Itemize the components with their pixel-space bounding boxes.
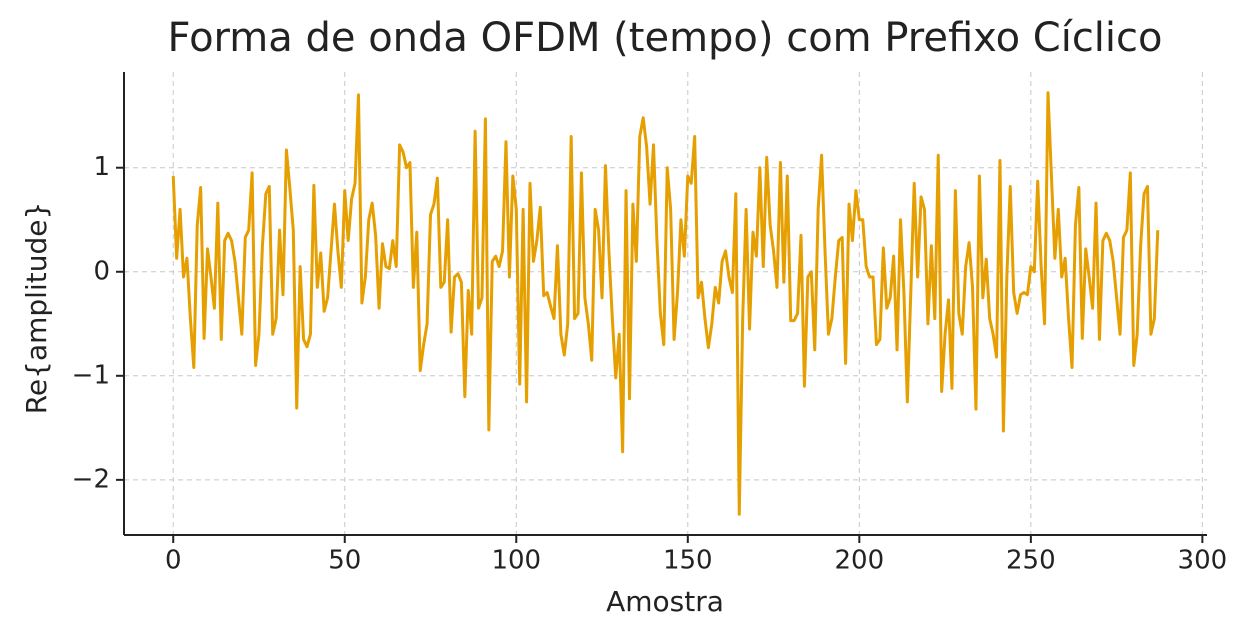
x-tick-label: 300 <box>1178 546 1228 576</box>
x-tick-label: 0 <box>165 546 182 576</box>
y-tick-label: −2 <box>72 464 110 494</box>
x-tick-label: 200 <box>835 546 885 576</box>
x-tick-label: 250 <box>1006 546 1056 576</box>
line-series <box>171 91 1160 516</box>
chart-title: Forma de onda OFDM (tempo) com Prefixo C… <box>168 15 1163 61</box>
y-tick-label: 1 <box>93 152 110 182</box>
y-tick-label: −1 <box>72 360 110 390</box>
x-tick-label: 50 <box>328 546 361 576</box>
x-tick-label: 100 <box>491 546 541 576</box>
x-tick-label: 150 <box>663 546 713 576</box>
x-axis-label: Amostra <box>606 585 724 618</box>
y-tick-label: 0 <box>93 256 110 286</box>
y-axis-label: Re{amplitude} <box>20 202 53 415</box>
